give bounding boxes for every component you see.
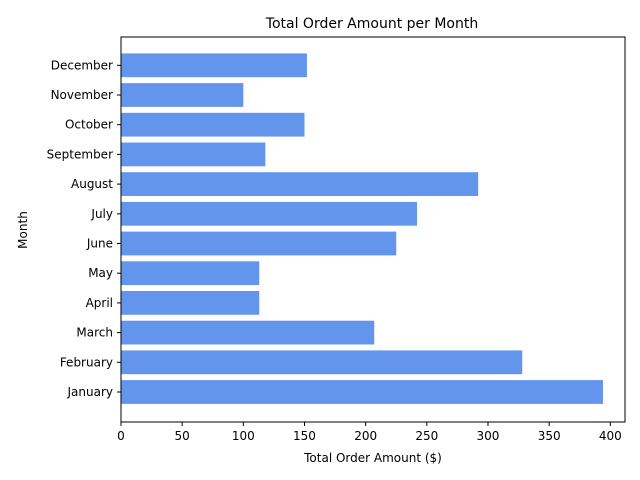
bar-february xyxy=(121,350,523,375)
bar-march xyxy=(121,320,375,345)
x-tick-label: 300 xyxy=(477,429,500,443)
bar-april xyxy=(121,291,260,315)
bar-august xyxy=(121,172,479,196)
x-tick-label: 0 xyxy=(117,429,125,443)
y-tick-label: July xyxy=(90,207,113,221)
x-tick-label: 100 xyxy=(232,429,255,443)
y-tick-label: March xyxy=(76,326,113,340)
bar-september xyxy=(121,142,266,167)
bar-may xyxy=(121,261,260,286)
x-tick-label: 250 xyxy=(415,429,438,443)
bars-group xyxy=(121,53,603,404)
y-tick-label: October xyxy=(65,118,113,132)
y-tick-label: January xyxy=(67,385,114,399)
y-tick-label: May xyxy=(88,266,113,280)
x-axis-ticks: 0 50 100 150 200 250 300 350 400 xyxy=(117,422,622,443)
bar-january xyxy=(121,380,603,404)
y-tick-label: August xyxy=(71,177,113,191)
y-tick-label: November xyxy=(51,88,113,102)
x-tick-label: 400 xyxy=(599,429,622,443)
x-tick-label: 150 xyxy=(293,429,316,443)
y-axis-ticks: January February March April May June July Augu… xyxy=(47,58,121,399)
y-axis-label: Month xyxy=(16,211,30,249)
x-tick-label: 200 xyxy=(354,429,377,443)
bar-june xyxy=(121,231,397,256)
x-tick-label: 350 xyxy=(538,429,561,443)
y-tick-label: April xyxy=(86,296,113,310)
x-tick-label: 50 xyxy=(175,429,190,443)
plot-frame xyxy=(120,36,626,423)
x-axis-label: Total Order Amount ($) xyxy=(303,451,442,465)
bar-december xyxy=(121,53,307,78)
y-tick-label: December xyxy=(51,58,113,72)
bar-november xyxy=(121,83,244,107)
chart-title: Total Order Amount per Month xyxy=(265,16,478,32)
y-tick-label: June xyxy=(86,237,113,251)
y-tick-label: February xyxy=(60,355,113,369)
bar-october xyxy=(121,112,305,137)
y-tick-label: September xyxy=(47,147,113,161)
bar-july xyxy=(121,201,418,226)
